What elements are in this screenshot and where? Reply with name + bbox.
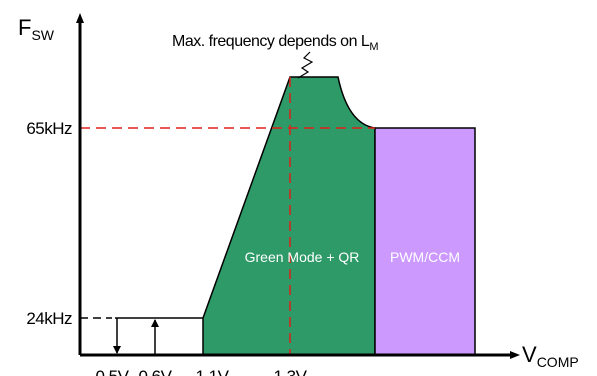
x-level: 0.6V xyxy=(139,367,173,376)
x-symbol: V xyxy=(522,342,537,367)
x-axis-label: VCOMP xyxy=(522,342,579,370)
x-level: 1.1V xyxy=(196,367,230,376)
region-label: Green Mode + QR xyxy=(245,249,360,265)
region-label: PWM/CCM xyxy=(390,249,460,265)
y-symbol: F xyxy=(18,15,31,40)
squiggle xyxy=(297,51,314,79)
x-level: 1.3V xyxy=(274,367,308,376)
y-axis-label: FSW xyxy=(18,15,55,43)
annotation: Max. frequency depends on LM xyxy=(172,33,378,53)
x-subscript: COMP xyxy=(537,354,579,370)
pwm-region xyxy=(374,127,476,356)
y-subscript: SW xyxy=(31,27,54,43)
x-level: 0.5V xyxy=(96,367,130,376)
annotation-text: Max. frequency depends on L xyxy=(172,33,370,50)
annotation-subscript: M xyxy=(369,41,378,53)
green-region xyxy=(202,76,376,356)
y-level: 24kHz xyxy=(26,309,72,328)
y-level: 65kHz xyxy=(26,119,72,138)
